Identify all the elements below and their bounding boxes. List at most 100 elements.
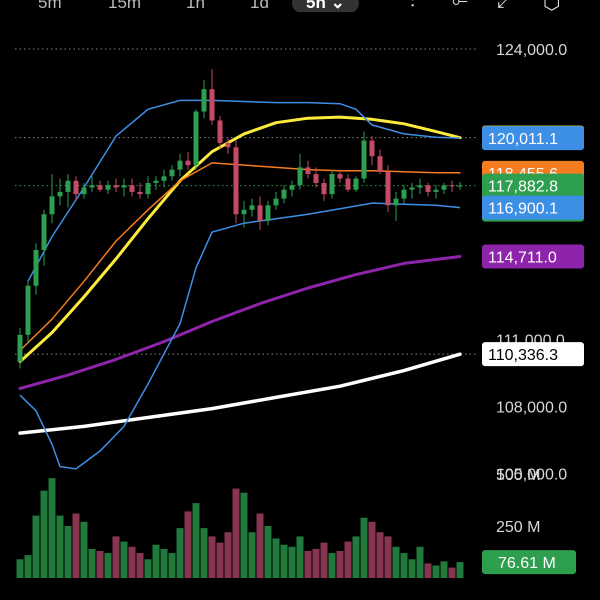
price-tick-label: 108,000.0 <box>496 399 567 416</box>
fullscreen-icon[interactable]: ⤢ <box>497 0 513 12</box>
candle-body <box>169 169 175 177</box>
volume-bar <box>80 521 88 578</box>
price-badge-label: 117,882.8 <box>488 179 558 196</box>
candle-body <box>313 174 319 183</box>
drawing-tools-icon[interactable]: ⟜ <box>452 0 468 12</box>
volume-bar <box>312 548 320 578</box>
volume-bar <box>240 492 248 578</box>
volume-bar <box>184 511 192 578</box>
candle-body <box>217 120 223 143</box>
candle-body <box>393 198 399 206</box>
ma-purple-line <box>18 255 462 390</box>
candle-body <box>401 189 407 199</box>
candle-body <box>177 160 183 170</box>
volume-bar <box>32 515 40 578</box>
volume-bar <box>280 544 288 578</box>
timeframe-15m-tab[interactable]: 15m <box>108 0 142 12</box>
volume-bars <box>16 478 464 578</box>
price-tick-label: 105,000.0 <box>496 466 567 483</box>
price-label-badges: 120,029.8120,011.1118,455.6117,882.836:1… <box>482 125 584 575</box>
volume-bar <box>424 563 432 578</box>
volume-bar <box>440 561 448 578</box>
candle-body <box>361 140 367 179</box>
volume-bar <box>360 517 368 578</box>
timeframe-1h-tab[interactable]: 1h <box>186 0 205 12</box>
candle-body <box>297 167 303 186</box>
volume-bar <box>232 488 240 578</box>
volume-bar <box>168 553 176 578</box>
price-badge <box>482 244 584 269</box>
candle-body <box>113 185 119 188</box>
volume-bar <box>384 536 392 578</box>
candle-body <box>433 189 439 192</box>
timeframe-5m-tab[interactable]: 5m <box>38 0 62 12</box>
volume-bar <box>24 555 32 578</box>
price-badge <box>482 126 584 151</box>
volume-bar <box>288 546 296 578</box>
volume-bar <box>48 478 56 578</box>
chevron-down-icon: ⌄ <box>330 0 345 12</box>
candle-body <box>249 205 255 210</box>
volume-bar <box>112 536 120 578</box>
ma-yellow-line <box>18 115 462 364</box>
volume-bar <box>152 544 160 578</box>
candle-body <box>121 185 127 188</box>
candle-body <box>137 191 143 195</box>
candle-body <box>265 205 271 221</box>
timeframe-1d-tab[interactable]: 1d <box>250 0 269 12</box>
candle-body <box>233 147 239 215</box>
price-badge <box>482 195 584 220</box>
volume-bar <box>88 548 96 578</box>
volume-bar <box>456 562 464 578</box>
volume-bar <box>192 503 200 578</box>
volume-bar <box>72 513 80 578</box>
timeframe-5h-label: 5h <box>306 0 326 12</box>
volume-bar <box>392 546 400 578</box>
ma-orange-line <box>19 162 461 352</box>
price-badge-label: 114,711.0 <box>488 249 557 266</box>
candle-body <box>409 187 415 190</box>
volume-bar <box>176 528 184 578</box>
candle-body <box>225 142 231 148</box>
candle-body <box>161 176 167 181</box>
candle-body <box>449 185 455 187</box>
volume-bar <box>328 553 336 578</box>
candle-body <box>241 209 247 215</box>
candlesticks <box>17 69 463 369</box>
volume-bar <box>216 542 224 578</box>
volume-bar <box>144 559 152 578</box>
indicators-icon[interactable]: ⫶ <box>410 0 415 12</box>
volume-bar <box>40 490 48 578</box>
candle-body <box>17 334 23 362</box>
candle-body <box>305 167 311 175</box>
volume-bar <box>16 559 24 578</box>
volume-bar <box>136 553 144 578</box>
candle-body <box>345 178 351 190</box>
volume-bar <box>368 521 376 578</box>
volume-bar <box>248 532 256 578</box>
volume-bar <box>408 559 416 578</box>
volume-bar <box>224 532 232 578</box>
volume-bar <box>336 550 344 578</box>
candle-body <box>97 185 103 190</box>
candle-body <box>153 180 159 183</box>
volume-bar <box>352 536 360 578</box>
volume-bar <box>128 546 136 578</box>
candle-body <box>25 285 31 335</box>
settings-icon[interactable]: ⬡ <box>543 0 561 12</box>
candle-body <box>73 180 79 195</box>
timeframe-5h-tab[interactable]: 5h ⌄ <box>292 0 359 12</box>
price-badge <box>482 342 584 367</box>
candle-body <box>289 185 295 190</box>
candle-body <box>89 185 95 188</box>
bollinger-upper-line <box>27 99 461 282</box>
volume-bar <box>120 541 128 578</box>
volume-bar <box>96 550 104 578</box>
volume-bar <box>304 550 312 578</box>
candle-body <box>425 185 431 192</box>
volume-bar <box>344 541 352 578</box>
volume-bar <box>320 542 328 578</box>
volume-bar <box>376 532 384 578</box>
candle-body <box>57 191 63 197</box>
